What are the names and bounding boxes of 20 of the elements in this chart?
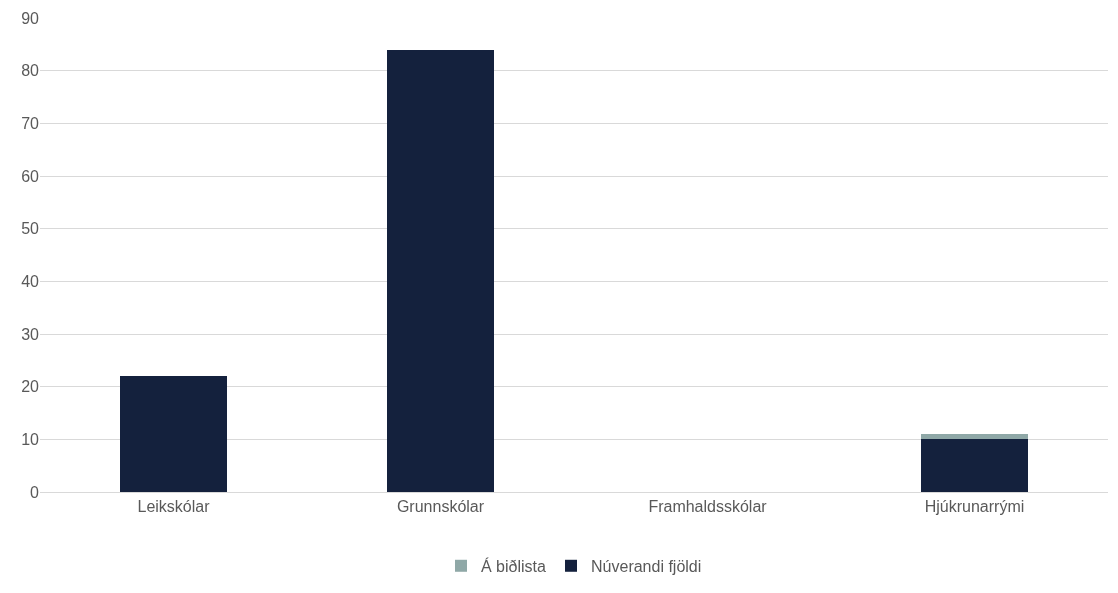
bar	[120, 376, 227, 492]
bar	[387, 49, 494, 492]
y-tick-label: 10	[21, 430, 40, 448]
y-tick-label: 80	[21, 62, 40, 80]
y-tick-label: 70	[21, 114, 40, 132]
y-tick-label: 30	[21, 325, 40, 343]
y-tick-label: 50	[21, 220, 40, 238]
legend-label: Á biðlista	[481, 557, 547, 576]
legend-label: Núverandi fjöldi	[591, 558, 702, 576]
x-tick-label: Hjúkrunarrými	[924, 498, 1025, 516]
y-tick-label: 90	[21, 9, 40, 27]
bar	[921, 434, 1028, 440]
x-tick-label: Framhaldsskólar	[648, 498, 768, 516]
x-tick-label: Leikskólar	[137, 498, 211, 516]
x-tick-label: Grunnskólar	[396, 498, 485, 516]
y-tick-label: 60	[21, 167, 40, 185]
y-tick-label: 40	[21, 272, 40, 290]
y-tick-label: 0	[30, 483, 40, 501]
bar	[921, 439, 1028, 492]
y-tick-label: 20	[21, 378, 40, 396]
